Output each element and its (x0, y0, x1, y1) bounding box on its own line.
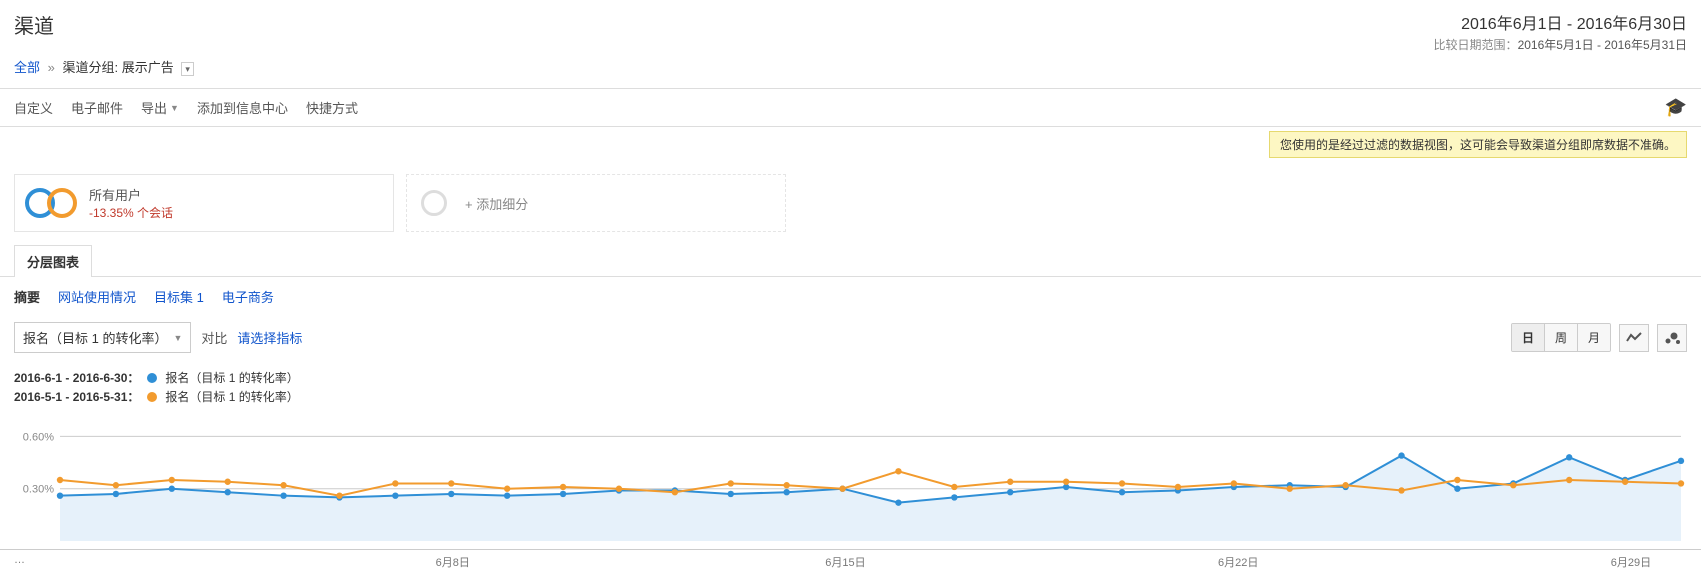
svg-text:0.60%: 0.60% (23, 431, 54, 443)
timeseries-chart: 0.30% 0.60% (14, 415, 1687, 545)
legend-range-b: 2016-5-1 - 2016-5-31： (14, 388, 139, 405)
primary-metric-dropdown[interactable]: 报名（目标 1 的转化率）▼ (14, 322, 191, 353)
date-range-picker[interactable]: 2016年6月1日 - 2016年6月30日 比较日期范围：2016年5月1日 … (1434, 10, 1687, 53)
export-button[interactable]: 导出▼ (141, 98, 179, 117)
chart-x-axis: … 6月8日6月15日6月22日6月29日 (0, 549, 1701, 571)
subtab-goal-set[interactable]: 目标集 1 (154, 287, 204, 306)
add-to-dashboard-button[interactable]: 添加到信息中心 (197, 98, 288, 117)
segment-rings-icon (25, 185, 79, 221)
subtab-summary[interactable]: 摘要 (14, 287, 40, 306)
email-button[interactable]: 电子邮件 (71, 98, 123, 117)
segment-delta: -13.35% 个会话 (89, 204, 173, 221)
segment-name: 所有用户 (89, 185, 173, 204)
breadcrumb-dropdown-icon[interactable]: ▾ (181, 62, 194, 76)
breadcrumb-group-value: 展示广告 (122, 60, 174, 75)
subtab-site-usage[interactable]: 网站使用情况 (58, 287, 136, 306)
page-title: 渠道 (14, 10, 54, 39)
filtered-view-warning: 您使用的是经过过滤的数据视图，这可能会导致渠道分组即席数据不准确。 (1269, 131, 1687, 158)
compare-date-range: 比较日期范围：2016年5月1日 - 2016年5月31日 (1434, 36, 1687, 53)
breadcrumb: 全部 » 渠道分组: 展示广告 ▾ (0, 57, 1701, 84)
granularity-week[interactable]: 周 (1545, 324, 1578, 351)
customize-button[interactable]: 自定义 (14, 98, 53, 117)
chart-type-motion-icon[interactable] (1657, 324, 1687, 352)
granularity-toggle: 日 周 月 (1511, 323, 1611, 352)
vs-label: 对比 (201, 328, 227, 347)
shortcut-button[interactable]: 快捷方式 (306, 98, 358, 117)
breadcrumb-group-label: 渠道分组: (63, 60, 119, 75)
segment-all-users[interactable]: 所有用户 -13.35% 个会话 (14, 174, 394, 232)
add-segment-ring-icon (421, 190, 447, 216)
education-icon[interactable]: 🎓 (1665, 97, 1687, 118)
subtab-ecommerce[interactable]: 电子商务 (222, 287, 274, 306)
granularity-day[interactable]: 日 (1512, 324, 1545, 351)
legend-series-b: 报名（目标 1 的转化率） (165, 388, 298, 405)
breadcrumb-all-link[interactable]: 全部 (14, 60, 40, 75)
legend-series-a: 报名（目标 1 的转化率） (165, 369, 298, 386)
chart-type-line-icon[interactable] (1619, 324, 1649, 352)
legend-range-a: 2016-6-1 - 2016-6-30： (14, 369, 139, 386)
svg-text:0.30%: 0.30% (23, 484, 54, 496)
granularity-month[interactable]: 月 (1578, 324, 1610, 351)
legend-dot-a-icon (147, 373, 157, 383)
tab-explorer[interactable]: 分层图表 (14, 245, 92, 277)
legend-dot-b-icon (147, 392, 157, 402)
add-segment-button[interactable]: + 添加细分 (406, 174, 786, 232)
select-secondary-metric[interactable]: 请选择指标 (237, 328, 302, 347)
primary-date-range: 2016年6月1日 - 2016年6月30日 (1434, 10, 1687, 34)
